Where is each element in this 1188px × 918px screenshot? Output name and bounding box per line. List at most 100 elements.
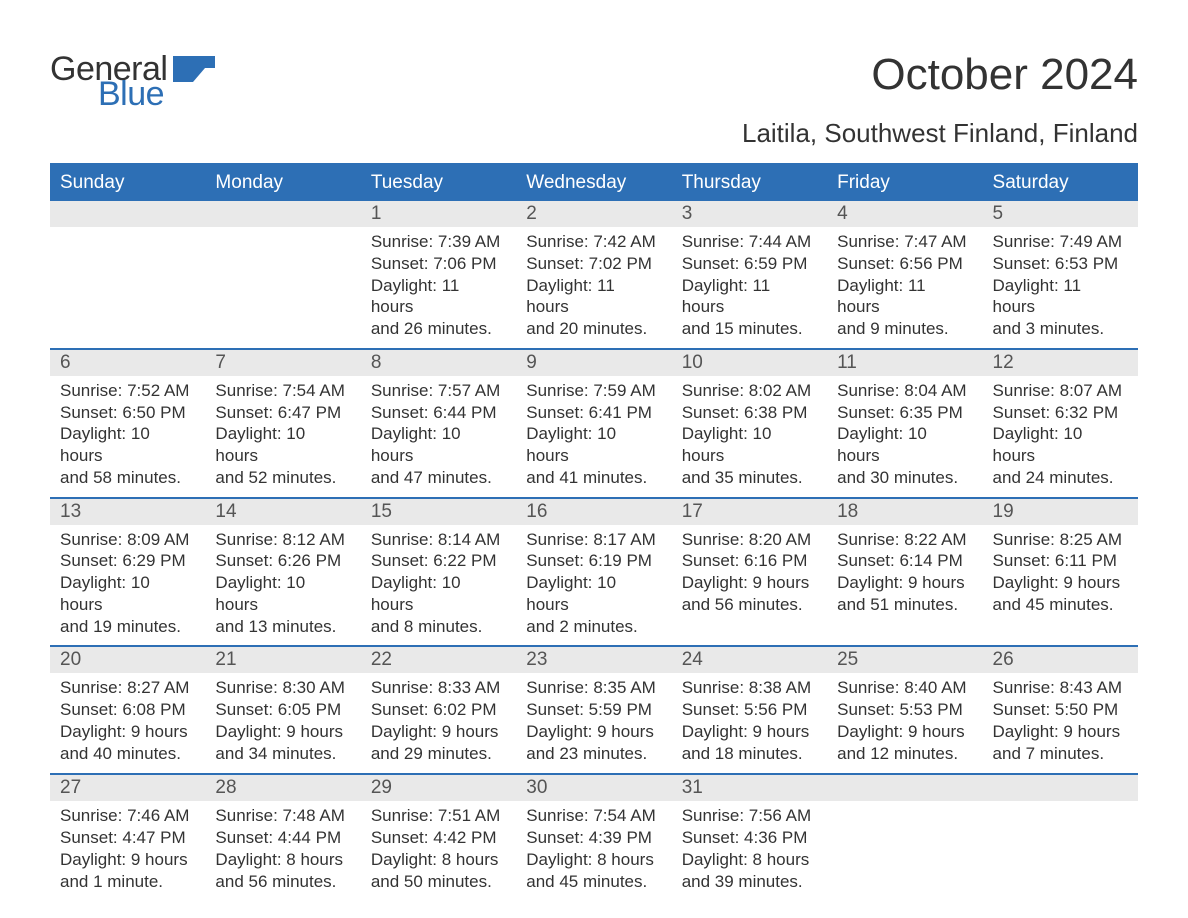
daylight2-text: and 45 minutes. bbox=[993, 594, 1128, 616]
week-row: 20Sunrise: 8:27 AMSunset: 6:08 PMDayligh… bbox=[50, 645, 1138, 773]
daylight2-text: and 29 minutes. bbox=[371, 743, 506, 765]
sunrise-text: Sunrise: 8:17 AM bbox=[526, 529, 661, 551]
day-cell: 9Sunrise: 7:59 AMSunset: 6:41 PMDaylight… bbox=[516, 350, 671, 497]
sunset-text: Sunset: 6:56 PM bbox=[837, 253, 972, 275]
sunrise-text: Sunrise: 8:35 AM bbox=[526, 677, 661, 699]
daylight1-text: Daylight: 9 hours bbox=[837, 572, 972, 594]
day-number: 18 bbox=[827, 499, 982, 525]
sunrise-text: Sunrise: 8:38 AM bbox=[682, 677, 817, 699]
day-cell: 14Sunrise: 8:12 AMSunset: 6:26 PMDayligh… bbox=[205, 499, 360, 646]
sunrise-text: Sunrise: 8:40 AM bbox=[837, 677, 972, 699]
sunrise-text: Sunrise: 7:49 AM bbox=[993, 231, 1128, 253]
day-number: 25 bbox=[827, 647, 982, 673]
day-cell: 26 Sunrise: 8:43 AMSunset: 5:50 PMDayligh… bbox=[983, 647, 1138, 773]
calendar: Sunday Monday Tuesday Wednesday Thursday… bbox=[50, 163, 1138, 901]
sunset-text: Sunset: 6:19 PM bbox=[526, 550, 661, 572]
day-cell: 8Sunrise: 7:57 AMSunset: 6:44 PMDaylight… bbox=[361, 350, 516, 497]
sunrise-text: Sunrise: 8:12 AM bbox=[215, 529, 350, 551]
day-cell: 23Sunrise: 8:35 AMSunset: 5:59 PMDayligh… bbox=[516, 647, 671, 773]
sunrise-text: Sunrise: 8:07 AM bbox=[993, 380, 1128, 402]
sunrise-text: Sunrise: 8:02 AM bbox=[682, 380, 817, 402]
sunset-text: Sunset: 4:42 PM bbox=[371, 827, 506, 849]
sunrise-text: Sunrise: 7:54 AM bbox=[215, 380, 350, 402]
day-number: 13 bbox=[50, 499, 205, 525]
daylight1-text: Daylight: 11 hours bbox=[837, 275, 972, 319]
day-cell: 19Sunrise: 8:25 AMSunset: 6:11 PMDayligh… bbox=[983, 499, 1138, 646]
daylight2-text: and 52 minutes. bbox=[215, 467, 350, 489]
sunset-text: Sunset: 4:44 PM bbox=[215, 827, 350, 849]
sunset-text: Sunset: 6:32 PM bbox=[993, 402, 1128, 424]
daylight2-text: and 56 minutes. bbox=[682, 594, 817, 616]
sunrise-text: Sunrise: 7:59 AM bbox=[526, 380, 661, 402]
daylight2-text: and 56 minutes. bbox=[215, 871, 350, 893]
daylight2-text: and 7 minutes. bbox=[993, 743, 1128, 765]
daylight1-text: Daylight: 11 hours bbox=[371, 275, 506, 319]
sunrise-text: Sunrise: 7:42 AM bbox=[526, 231, 661, 253]
weekday-mon: Monday bbox=[205, 165, 360, 201]
day-cell: 3Sunrise: 7:44 AMSunset: 6:59 PMDaylight… bbox=[672, 201, 827, 348]
weekday-sun: Sunday bbox=[50, 165, 205, 201]
day-number: 16 bbox=[516, 499, 671, 525]
sunset-text: Sunset: 6:47 PM bbox=[215, 402, 350, 424]
day-number: 6 bbox=[50, 350, 205, 376]
sunset-text: Sunset: 4:47 PM bbox=[60, 827, 195, 849]
sunrise-text: Sunrise: 7:54 AM bbox=[526, 805, 661, 827]
sunrise-text: Sunrise: 8:04 AM bbox=[837, 380, 972, 402]
daylight2-text: and 20 minutes. bbox=[526, 318, 661, 340]
day-number: 23 bbox=[516, 647, 671, 673]
daylight1-text: Daylight: 11 hours bbox=[526, 275, 661, 319]
sunset-text: Sunset: 5:50 PM bbox=[993, 699, 1128, 721]
sunset-text: Sunset: 6:11 PM bbox=[993, 550, 1128, 572]
daylight2-text: and 13 minutes. bbox=[215, 616, 350, 638]
daylight1-text: Daylight: 11 hours bbox=[993, 275, 1128, 319]
daylight1-text: Daylight: 10 hours bbox=[371, 423, 506, 467]
header: General Blue October 2024 bbox=[50, 50, 1138, 114]
weekday-fri: Friday bbox=[827, 165, 982, 201]
daylight2-text: and 1 minute. bbox=[60, 871, 195, 893]
day-number: 31 bbox=[672, 775, 827, 801]
day-cell: 18Sunrise: 8:22 AMSunset: 6:14 PMDayligh… bbox=[827, 499, 982, 646]
page-title: October 2024 bbox=[871, 50, 1138, 100]
day-number: 26 bbox=[983, 647, 1138, 673]
sunrise-text: Sunrise: 7:52 AM bbox=[60, 380, 195, 402]
daylight1-text: Daylight: 10 hours bbox=[215, 572, 350, 616]
day-number: 21 bbox=[205, 647, 360, 673]
daylight2-text: and 58 minutes. bbox=[60, 467, 195, 489]
logo: General Blue bbox=[50, 50, 215, 114]
daylight1-text: Daylight: 10 hours bbox=[371, 572, 506, 616]
daylight2-text: and 30 minutes. bbox=[837, 467, 972, 489]
daylight2-text: and 12 minutes. bbox=[837, 743, 972, 765]
daylight2-text: and 41 minutes. bbox=[526, 467, 661, 489]
daylight2-text: and 18 minutes. bbox=[682, 743, 817, 765]
daylight1-text: Daylight: 9 hours bbox=[60, 721, 195, 743]
day-number: 11 bbox=[827, 350, 982, 376]
empty-day bbox=[50, 201, 205, 227]
daylight1-text: Daylight: 10 hours bbox=[60, 423, 195, 467]
sunset-text: Sunset: 5:59 PM bbox=[526, 699, 661, 721]
daylight2-text: and 47 minutes. bbox=[371, 467, 506, 489]
daylight2-text: and 45 minutes. bbox=[526, 871, 661, 893]
daylight1-text: Daylight: 9 hours bbox=[993, 721, 1128, 743]
day-cell: 17Sunrise: 8:20 AMSunset: 6:16 PMDayligh… bbox=[672, 499, 827, 646]
day-cell: 10Sunrise: 8:02 AMSunset: 6:38 PMDayligh… bbox=[672, 350, 827, 497]
week-row: 1Sunrise: 7:39 AMSunset: 7:06 PMDaylight… bbox=[50, 201, 1138, 348]
daylight1-text: Daylight: 10 hours bbox=[215, 423, 350, 467]
sunrise-text: Sunrise: 7:56 AM bbox=[682, 805, 817, 827]
day-cell: 31Sunrise: 7:56 AMSunset: 4:36 PMDayligh… bbox=[672, 775, 827, 901]
day-cell: 2Sunrise: 7:42 AMSunset: 7:02 PMDaylight… bbox=[516, 201, 671, 348]
sunrise-text: Sunrise: 8:27 AM bbox=[60, 677, 195, 699]
daylight1-text: Daylight: 10 hours bbox=[682, 423, 817, 467]
daylight2-text: and 23 minutes. bbox=[526, 743, 661, 765]
day-cell: 12Sunrise: 8:07 AMSunset: 6:32 PMDayligh… bbox=[983, 350, 1138, 497]
day-cell: 15Sunrise: 8:14 AMSunset: 6:22 PMDayligh… bbox=[361, 499, 516, 646]
sunrise-text: Sunrise: 8:43 AM bbox=[993, 677, 1128, 699]
daylight1-text: Daylight: 11 hours bbox=[682, 275, 817, 319]
sunrise-text: Sunrise: 8:25 AM bbox=[993, 529, 1128, 551]
daylight2-text: and 35 minutes. bbox=[682, 467, 817, 489]
day-number: 27 bbox=[50, 775, 205, 801]
day-number: 9 bbox=[516, 350, 671, 376]
daylight2-text: and 15 minutes. bbox=[682, 318, 817, 340]
daylight1-text: Daylight: 10 hours bbox=[526, 572, 661, 616]
sunset-text: Sunset: 6:53 PM bbox=[993, 253, 1128, 275]
day-number: 24 bbox=[672, 647, 827, 673]
